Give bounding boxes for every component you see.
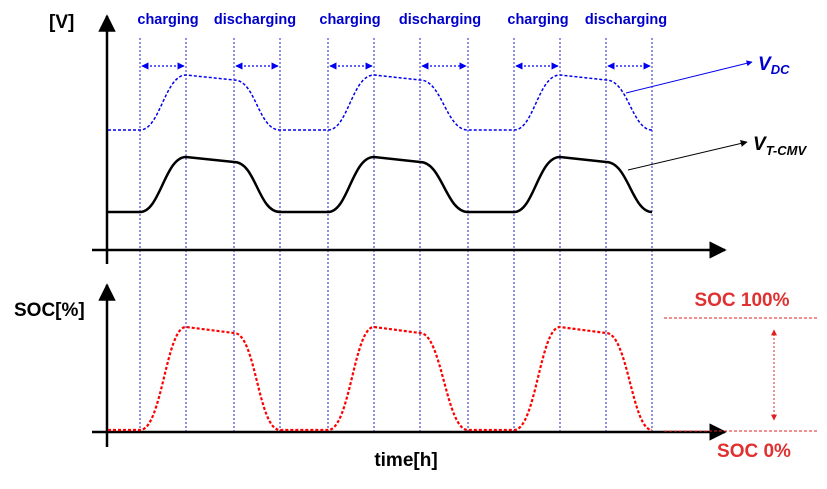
vdc-label: VDC bbox=[758, 54, 790, 77]
vtcmv-label: VT-CMV bbox=[753, 134, 807, 158]
soc-curve bbox=[108, 325, 653, 432]
phase-label-charging-3: charging bbox=[507, 12, 568, 28]
x-axis-label: time[h] bbox=[374, 450, 437, 471]
bottom-axes bbox=[92, 283, 727, 447]
vdc-label-sub: DC bbox=[771, 62, 790, 77]
phase-label-charging-1: charging bbox=[137, 12, 198, 28]
phase-label-discharging-3: discharging bbox=[585, 12, 667, 28]
phase-label-charging-2: charging bbox=[319, 12, 380, 28]
phase-label-discharging-2: discharging bbox=[399, 12, 481, 28]
top-axes bbox=[92, 14, 727, 264]
bottom-y-axis-label: SOC[%] bbox=[14, 300, 85, 321]
phase-guide-lines bbox=[139, 38, 653, 432]
phase-labels: charging discharging charging dischargin… bbox=[137, 12, 667, 28]
vdc-callout-line bbox=[625, 60, 753, 94]
top-y-axis-label: [V] bbox=[49, 12, 74, 33]
vtcmv-label-main: V bbox=[753, 134, 767, 155]
vdc-label-main: V bbox=[758, 54, 772, 75]
vtcmv-callout-line bbox=[627, 140, 748, 171]
soc-0-label: SOC 0% bbox=[717, 441, 791, 462]
soc-100-label: SOC 100% bbox=[694, 290, 789, 311]
vtcmv-curve bbox=[108, 155, 653, 214]
vtcmv-label-sub: T-CMV bbox=[766, 143, 808, 158]
phase-label-discharging-1: discharging bbox=[214, 12, 296, 28]
vdc-curve bbox=[108, 74, 653, 131]
